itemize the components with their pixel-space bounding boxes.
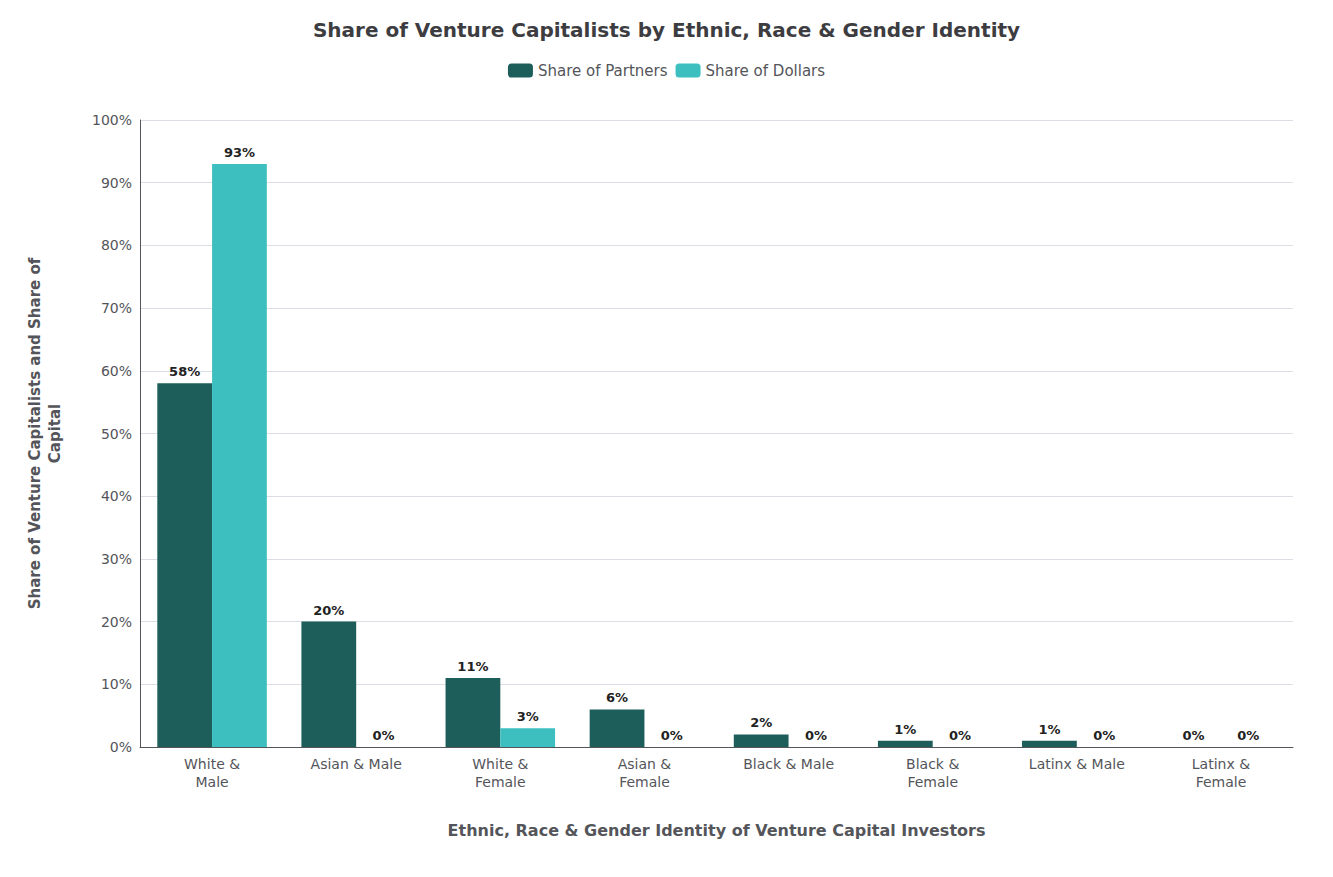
- svg-text:0%: 0%: [1183, 728, 1205, 743]
- svg-text:Share of Partners: Share of Partners: [538, 62, 668, 80]
- svg-text:Share of Venture Capitalists b: Share of Venture Capitalists by Ethnic, …: [313, 18, 1020, 42]
- svg-text:Asian & Male: Asian & Male: [311, 756, 402, 772]
- svg-text:70%: 70%: [101, 300, 132, 316]
- svg-text:50%: 50%: [101, 426, 132, 442]
- svg-text:Black &: Black &: [906, 756, 959, 772]
- svg-text:6%: 6%: [606, 690, 628, 705]
- svg-text:58%: 58%: [169, 364, 200, 379]
- svg-text:Female: Female: [475, 774, 526, 790]
- svg-text:Capital: Capital: [46, 404, 64, 463]
- svg-text:Black & Male: Black & Male: [743, 756, 834, 772]
- svg-text:Ethnic, Race & Gender Identity: Ethnic, Race & Gender Identity of Ventur…: [448, 821, 986, 840]
- svg-text:3%: 3%: [517, 709, 539, 724]
- svg-text:Latinx & Male: Latinx & Male: [1029, 756, 1125, 772]
- svg-text:20%: 20%: [101, 614, 132, 630]
- svg-text:100%: 100%: [92, 112, 132, 128]
- svg-text:Male: Male: [195, 774, 228, 790]
- svg-text:Share of Venture Capitalists a: Share of Venture Capitalists and Share o…: [26, 257, 44, 609]
- svg-text:0%: 0%: [1237, 728, 1259, 743]
- svg-text:Latinx &: Latinx &: [1192, 756, 1250, 772]
- svg-text:Share of Dollars: Share of Dollars: [706, 62, 826, 80]
- svg-text:Female: Female: [619, 774, 670, 790]
- svg-text:11%: 11%: [457, 659, 488, 674]
- svg-text:Female: Female: [907, 774, 958, 790]
- svg-text:40%: 40%: [101, 488, 132, 504]
- svg-text:20%: 20%: [313, 603, 344, 618]
- svg-text:White &: White &: [184, 756, 240, 772]
- svg-text:Female: Female: [1196, 774, 1247, 790]
- svg-text:0%: 0%: [805, 728, 827, 743]
- svg-text:0%: 0%: [661, 728, 683, 743]
- svg-text:White &: White &: [472, 756, 528, 772]
- svg-text:Asian &: Asian &: [618, 756, 672, 772]
- svg-text:93%: 93%: [224, 145, 255, 160]
- svg-text:80%: 80%: [101, 237, 132, 253]
- svg-text:0%: 0%: [1093, 728, 1115, 743]
- svg-text:0%: 0%: [110, 739, 132, 755]
- svg-text:1%: 1%: [1038, 722, 1060, 737]
- svg-text:60%: 60%: [101, 363, 132, 379]
- svg-text:2%: 2%: [750, 715, 772, 730]
- svg-text:0%: 0%: [949, 728, 971, 743]
- svg-text:30%: 30%: [101, 551, 132, 567]
- svg-text:1%: 1%: [894, 722, 916, 737]
- svg-text:10%: 10%: [101, 676, 132, 692]
- svg-text:90%: 90%: [101, 175, 132, 191]
- svg-text:0%: 0%: [373, 728, 395, 743]
